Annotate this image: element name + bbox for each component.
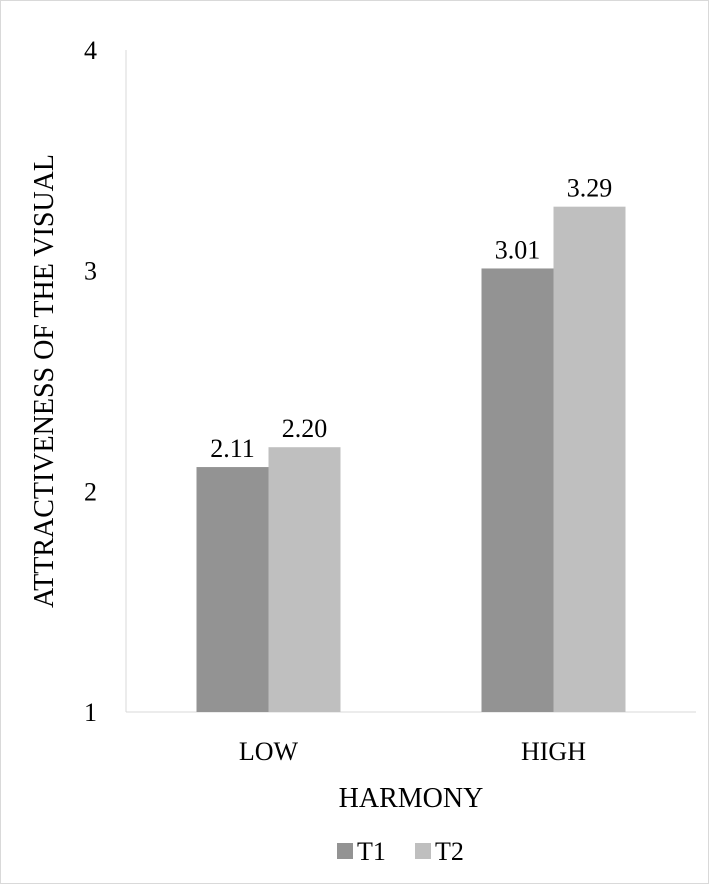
data-label: 2.20 — [282, 414, 328, 443]
y-axis-ticks: 1 2 3 4 — [84, 36, 97, 727]
y-tick-label: 4 — [84, 36, 97, 65]
legend-label-t1: T1 — [357, 837, 386, 866]
legend-label-t2: T2 — [435, 837, 464, 866]
legend-swatch-t2 — [415, 843, 431, 859]
data-label: 3.01 — [495, 235, 541, 264]
legend-swatch-t1 — [337, 843, 353, 859]
legend: T1 T2 — [337, 837, 464, 866]
data-label: 2.11 — [210, 434, 255, 463]
bar-t2-high — [553, 206, 626, 712]
bar-t1-high — [481, 268, 554, 712]
x-axis-title: HARMONY — [339, 783, 484, 814]
x-axis-ticks: LOW HIGH — [239, 737, 586, 766]
data-label: 3.29 — [567, 174, 613, 203]
y-tick-label: 1 — [84, 698, 97, 727]
x-tick-label: LOW — [239, 737, 299, 766]
x-tick-label: HIGH — [521, 737, 586, 766]
bars: 2.11 2.20 3.01 3.29 — [196, 174, 626, 712]
bar-t1-low — [196, 467, 269, 712]
y-tick-label: 2 — [84, 477, 97, 506]
bar-t2-low — [268, 447, 341, 712]
y-tick-label: 3 — [84, 257, 97, 286]
y-axis-title: ATTRACTIVENESS OF THE VISUAL — [29, 154, 60, 608]
